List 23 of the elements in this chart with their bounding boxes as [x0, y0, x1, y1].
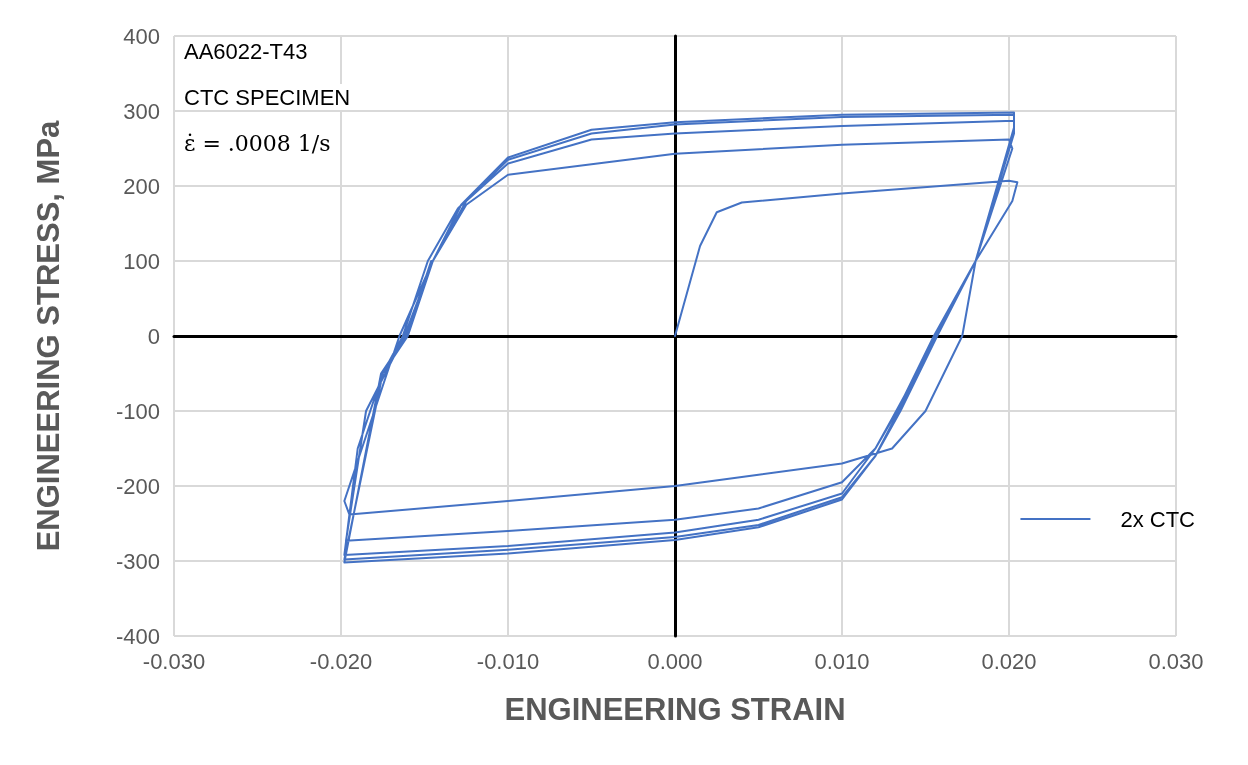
- y-tick-label: -300: [115, 548, 160, 574]
- annotation: AA6022-T43: [184, 38, 308, 64]
- y-tick-label: 400: [123, 23, 160, 49]
- y-tick-label: 0: [147, 323, 160, 349]
- x-tick-label: 0.030: [1148, 648, 1204, 674]
- x-axis-title: ENGINEERING STRAIN: [504, 692, 846, 727]
- x-tick-label: -0.020: [309, 648, 373, 674]
- line-series: [343, 111, 1019, 564]
- y-tick-label: 200: [123, 173, 160, 199]
- legend-label: 2x CTC: [1120, 506, 1196, 532]
- y-tick-label: 100: [123, 248, 160, 274]
- y-tick-label: 300: [123, 98, 160, 124]
- y-tick-label: -200: [115, 473, 160, 499]
- x-tick-label: 0.020: [981, 648, 1037, 674]
- annotation: CTC SPECIMEN: [184, 84, 351, 110]
- x-tick-label: 0.000: [647, 648, 703, 674]
- annotation: ε̇ = .0008 1/s: [184, 130, 331, 156]
- y-tick-label: -100: [115, 398, 160, 424]
- x-tick-label: -0.030: [142, 648, 206, 674]
- y-tick-label: -400: [115, 623, 160, 649]
- x-tick-label: 0.010: [814, 648, 870, 674]
- x-tick-label: -0.010: [476, 648, 540, 674]
- y-axis-title: ENGINEERING STRESS, MPa: [31, 119, 66, 552]
